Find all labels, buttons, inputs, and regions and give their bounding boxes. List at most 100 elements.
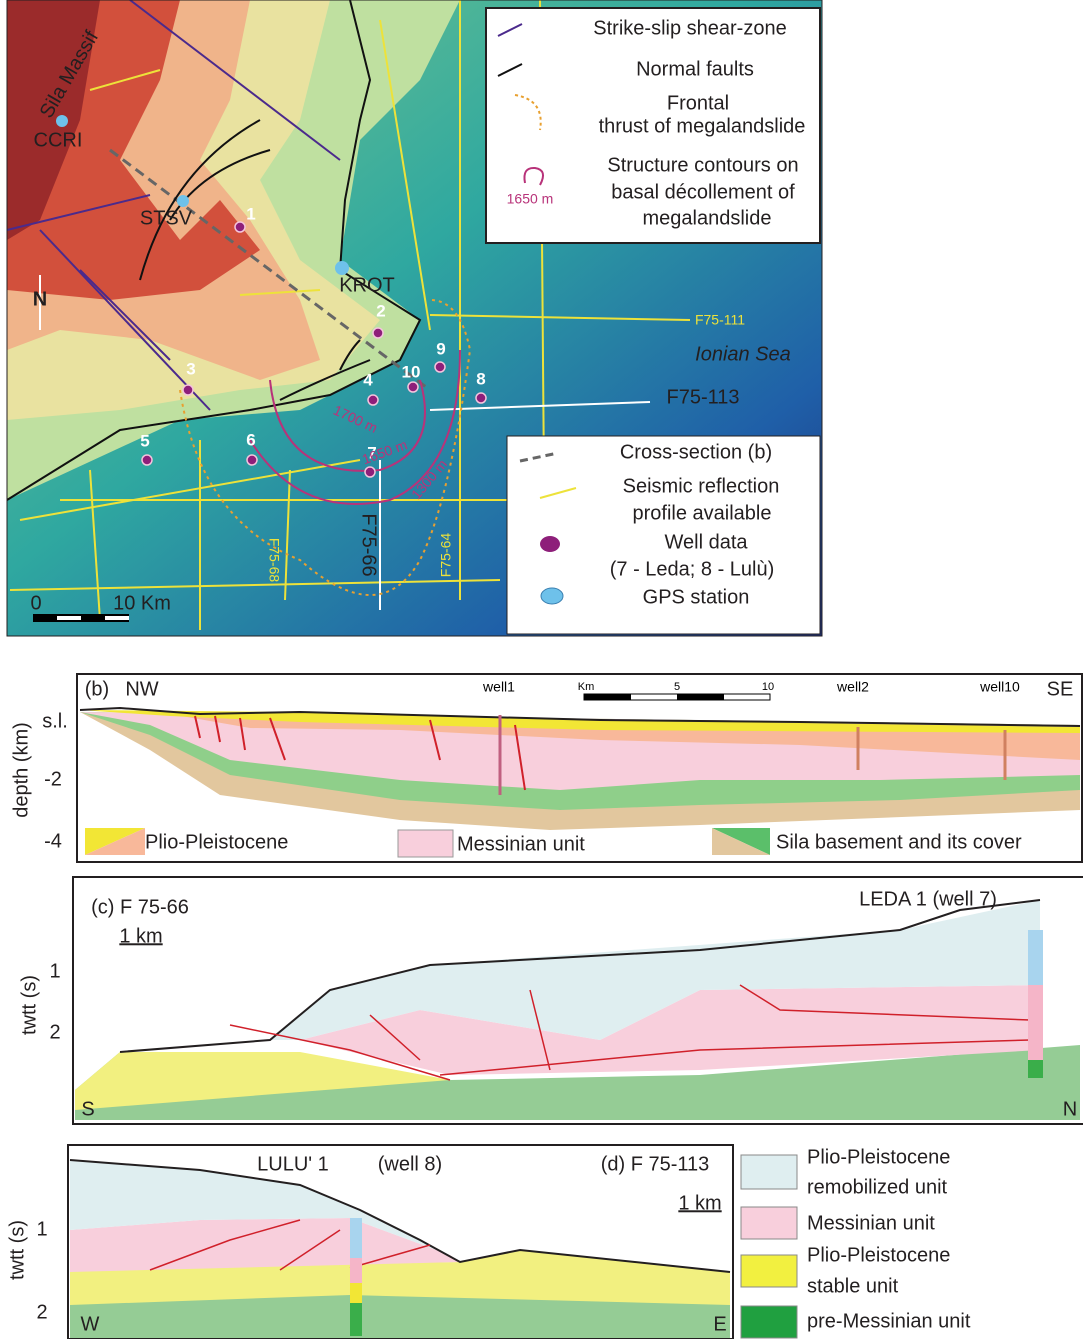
axis-tick: -2	[44, 768, 62, 790]
well-label: 3	[186, 359, 195, 378]
legend-text: thrust of megalandslide	[599, 115, 806, 137]
well-label: 6	[246, 430, 255, 449]
direction-label: NW	[125, 678, 158, 700]
direction-label: S	[81, 1098, 94, 1120]
legend-text: Plio-Pleistocene	[807, 1146, 950, 1168]
legend-swatch	[741, 1255, 797, 1287]
legend-swatch	[398, 830, 453, 857]
well-column	[1028, 930, 1043, 985]
axis-title: depth (km)	[10, 722, 32, 818]
well-label: 4	[363, 370, 373, 389]
scale-label: Km	[578, 681, 595, 693]
legend-swatch	[540, 536, 560, 552]
figure: Sila Massif CCRI STSV KROT N Ionian Sea …	[0, 0, 1083, 1339]
legend-swatch	[741, 1155, 797, 1189]
well	[235, 222, 245, 232]
well	[373, 328, 383, 338]
sea-label: Ionian Sea	[695, 343, 791, 365]
scale-label: 1 km	[678, 1192, 721, 1214]
axis-title: twtt (s)	[18, 975, 40, 1035]
station-label: CCRI	[34, 129, 83, 151]
axis-tick: 1	[36, 1218, 47, 1240]
legend-text: Cross-section (b)	[620, 441, 772, 463]
well-label: LULU' 1	[257, 1153, 329, 1175]
legend-text: Sila basement and its cover	[776, 831, 1022, 853]
well-label: LEDA 1 (well 7)	[859, 888, 997, 910]
well-label: 5	[140, 431, 149, 450]
legend-text: pre-Messinian unit	[807, 1310, 971, 1332]
well-label: 9	[436, 339, 445, 358]
legend-text: Normal faults	[636, 58, 754, 80]
profile-label: F75-113	[666, 386, 739, 408]
profile-label: F75-68	[266, 538, 282, 583]
section-c: (c) F 75-66 1 km LEDA 1 (well 7) twtt (s…	[18, 877, 1083, 1124]
legend-text: megalandslide	[643, 207, 772, 229]
panel-label: (d) F 75-113	[601, 1153, 710, 1175]
direction-label: E	[713, 1313, 726, 1335]
well-label: (well 8)	[378, 1153, 442, 1175]
well	[408, 382, 418, 392]
gps-station	[56, 115, 68, 127]
well	[368, 395, 378, 405]
scale-bar	[677, 694, 724, 700]
well-label: 2	[376, 301, 385, 320]
well	[247, 455, 257, 465]
scale-label: 5	[674, 681, 680, 693]
gps-station	[335, 261, 349, 275]
section-b: (b) NW SE well1 well2 well10 Km 5 10 dep…	[10, 674, 1082, 862]
gps-station	[177, 195, 189, 207]
section-d: LULU' 1 (well 8) (d) F 75-113 1 km twtt …	[6, 1145, 733, 1339]
map: Sila Massif CCRI STSV KROT N Ionian Sea …	[7, 0, 822, 636]
well-column	[1028, 1060, 1043, 1078]
well-label: 8	[476, 369, 485, 388]
axis-tick: 1	[49, 960, 60, 982]
profile-label: F75-111	[695, 312, 745, 328]
legend-text: Well data	[664, 531, 748, 553]
scale-label: 10	[762, 681, 774, 693]
scale-label: 10 Km	[113, 592, 171, 614]
legend-swatch	[741, 1207, 797, 1239]
axis-title: twtt (s)	[6, 1220, 28, 1280]
legend-text: basal décollement of	[611, 181, 795, 203]
legend-text: Structure contours on	[607, 154, 798, 176]
legend-text: Plio-Pleistocene	[145, 831, 288, 853]
well	[183, 385, 193, 395]
station-label: KROT	[339, 274, 395, 296]
legend-text: Seismic reflection	[623, 475, 780, 497]
well-column	[350, 1283, 362, 1303]
legend-text: stable unit	[807, 1275, 899, 1297]
direction-label: SE	[1047, 678, 1074, 700]
legend-text: (7 - Leda; 8 - Lulù)	[610, 558, 775, 580]
well	[476, 393, 486, 403]
well-column	[350, 1218, 362, 1258]
axis-tick: 2	[49, 1021, 60, 1043]
well	[435, 362, 445, 372]
north-label: N	[33, 288, 47, 310]
scale-label: 1 km	[119, 925, 162, 947]
legend-swatch	[741, 1306, 797, 1338]
well-label: well2	[836, 679, 869, 695]
direction-label: N	[1063, 1098, 1077, 1120]
well-label: well10	[979, 679, 1020, 695]
scale-bar	[584, 694, 631, 700]
legend-text: Messinian unit	[457, 833, 585, 855]
legend-text: profile available	[633, 502, 772, 524]
legend-swatch	[541, 588, 563, 604]
legend-text: remobilized unit	[807, 1176, 948, 1198]
panel-label: (c) F 75-66	[91, 896, 189, 918]
legend-text: Frontal	[667, 92, 729, 114]
axis-tick: 2	[36, 1301, 47, 1323]
legend-text: Strike-slip shear-zone	[593, 17, 786, 39]
well-column	[1028, 985, 1043, 1060]
legend-text: Plio-Pleistocene	[807, 1244, 950, 1266]
legend-text: GPS station	[643, 586, 750, 608]
axis-tick: s.l.	[42, 710, 68, 732]
axis-tick: -4	[44, 830, 62, 852]
well	[365, 467, 375, 477]
well-column	[350, 1303, 362, 1336]
station-label: STSV	[140, 207, 193, 229]
profile-label: F75-66	[358, 513, 380, 576]
legend-text: Messinian unit	[807, 1212, 935, 1234]
direction-label: W	[81, 1313, 100, 1335]
well-column	[350, 1258, 362, 1283]
